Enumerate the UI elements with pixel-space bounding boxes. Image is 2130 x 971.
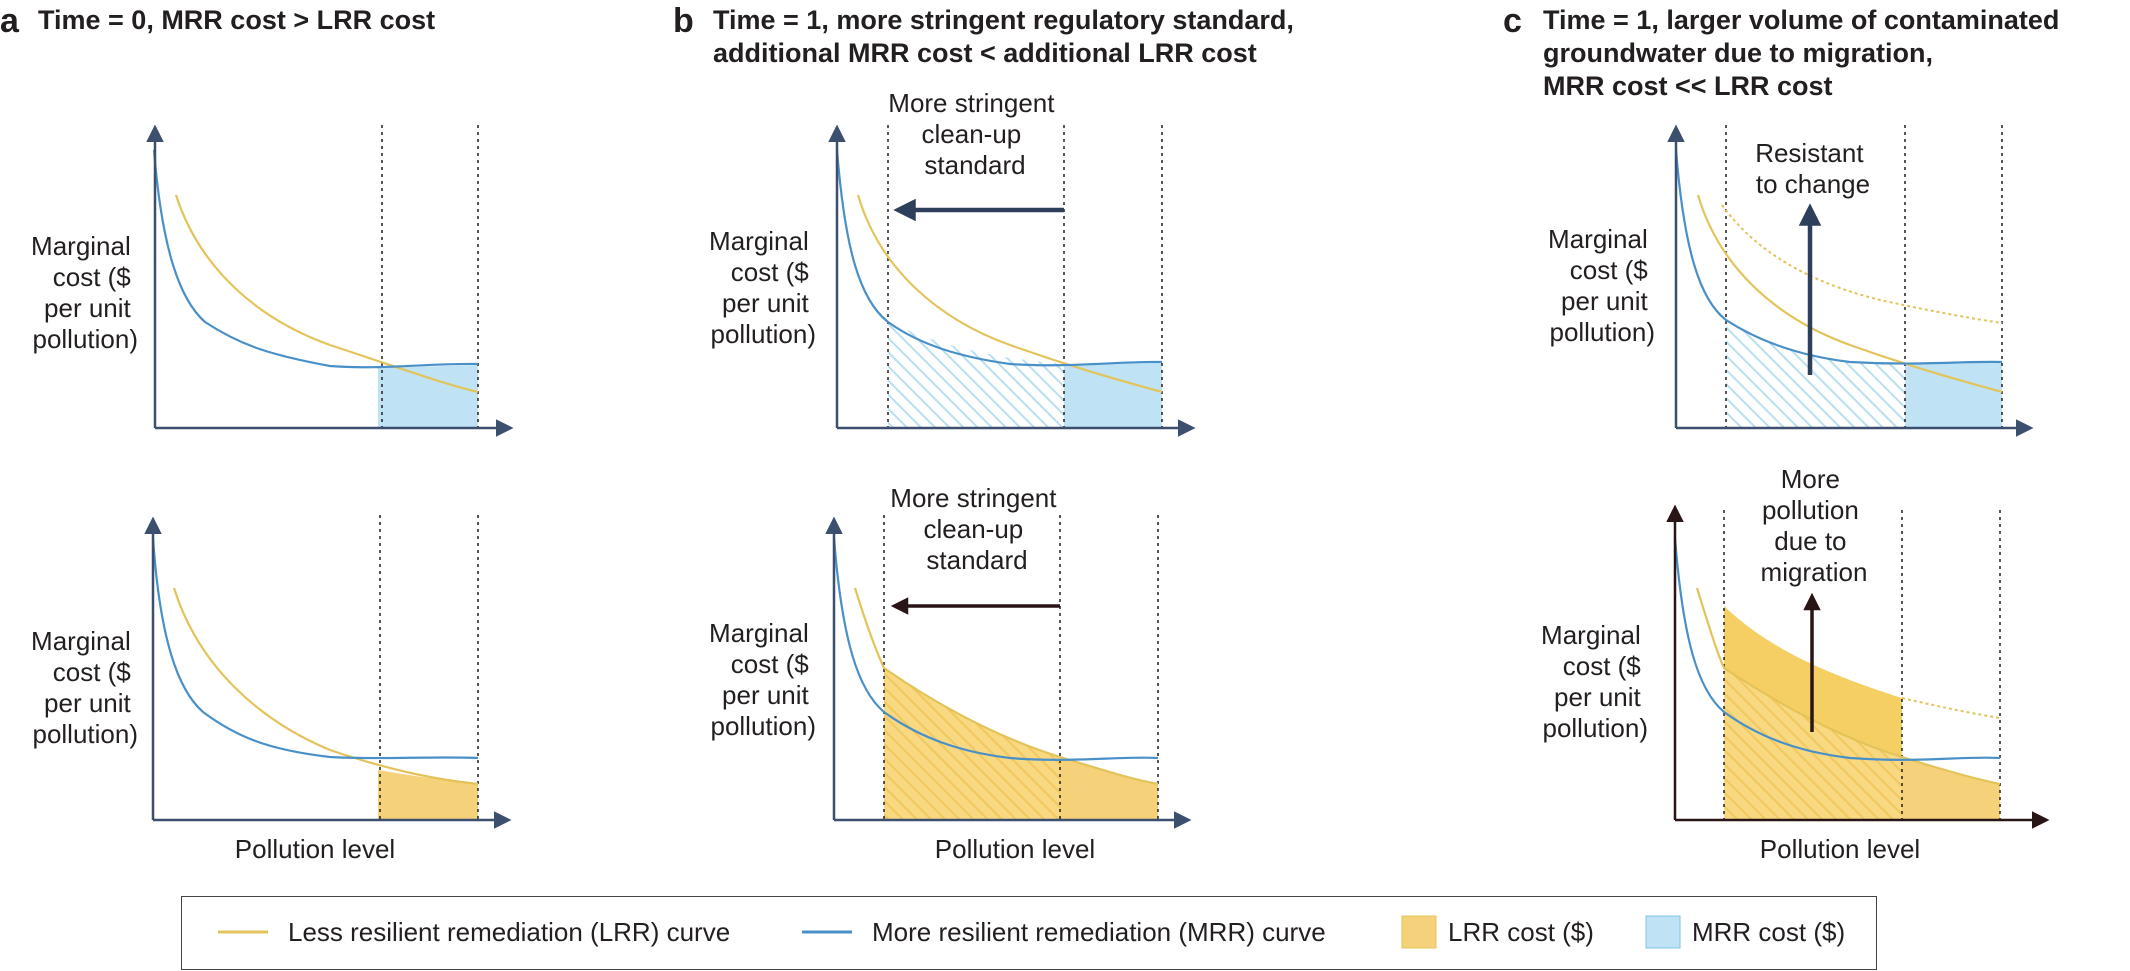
lrr-cost-swatch (1401, 915, 1437, 949)
mrr-curve (835, 149, 1163, 367)
panel-a-bottom-plot: Marginal cost ($ per unit pollution) Pol… (31, 515, 512, 864)
panel-a-title-line: Time = 0, MRR cost > LRR cost (38, 5, 436, 35)
legend: Less resilient remediation (LRR) curve M… (181, 896, 1877, 970)
x-axis-label: Pollution level (935, 834, 1095, 864)
legend-lrr-cost-label: LRR cost ($) (1448, 917, 1594, 947)
additional-mrr-cost-area (888, 322, 1064, 428)
resistant-annotation: Resistant to change (1755, 138, 1871, 199)
legend-lrr-curve-label: Less resilient remediation (LRR) curve (288, 917, 730, 947)
lrr-curve (172, 587, 479, 786)
mrr-cost-swatch (1645, 915, 1681, 949)
panel-c-title-line: MRR cost << LRR cost (1543, 71, 1833, 101)
additional-lrr-cost-area (884, 668, 1060, 820)
migration-annotation: More pollution due to migration (1761, 464, 1868, 587)
panel-b-title: Time = 1, more stringent regulatory stan… (713, 4, 1294, 70)
legend-graphics: Less resilient remediation (LRR) curve M… (218, 915, 1845, 949)
lrr-cost-area (1902, 757, 2000, 820)
y-axis-label: Marginal cost ($ per unit pollution) (31, 626, 138, 749)
mrr-cost-area (1905, 361, 2002, 428)
panel-c-bottom-plot: More pollution due to migration Marginal… (1541, 464, 2050, 864)
mrr-curve (1674, 149, 2003, 365)
lrr-cost-area (1060, 757, 1158, 820)
lrr-cost-area (378, 770, 478, 820)
mrr-curve (832, 537, 1159, 761)
mrr-cost-area (1064, 361, 1162, 428)
x-axis-label: Pollution level (1760, 834, 1920, 864)
lrr-curve (1696, 194, 2003, 394)
y-axis-label: Marginal cost ($ per unit pollution) (1541, 620, 1648, 743)
panel-c-letter: c (1503, 2, 1522, 40)
mrr-cost-area (378, 365, 478, 428)
panel-b-title-line: additional MRR cost < additional LRR cos… (713, 38, 1257, 68)
panel-a-title: Time = 0, MRR cost > LRR cost (38, 4, 435, 37)
y-axis-label: Marginal cost ($ per unit pollution) (709, 618, 816, 741)
lrr-curve (856, 194, 1163, 394)
lrr-curve (174, 194, 479, 394)
additional-mrr-cost-area (1726, 320, 1905, 428)
panel-b-letter: b (673, 2, 694, 40)
lrr-curve (853, 587, 1159, 786)
legend-mrr-cost-label: MRR cost ($) (1692, 917, 1845, 947)
panel-c-title: Time = 1, larger volume of contaminated … (1543, 4, 2059, 103)
panel-c-top-plot: Resistant to change Marginal cost ($ per… (1548, 124, 2034, 437)
standard-annotation: More stringent clean-up standard (888, 88, 1061, 180)
mrr-curve (1673, 537, 2001, 761)
legend-mrr-curve-label: More resilient remediation (MRR) curve (872, 917, 1326, 947)
mrr-curve (152, 149, 479, 369)
standard-annotation: More stringent clean-up standard (890, 483, 1063, 575)
lrr-cost-area (1724, 668, 1902, 820)
panel-b-bottom-plot: More stringent clean-up standard Margina… (709, 483, 1192, 864)
lrr-curve (1695, 587, 2001, 786)
mrr-curve (151, 537, 479, 760)
panel-c-title-line: Time = 1, larger volume of contaminated (1543, 5, 2060, 35)
y-axis-label: Marginal cost ($ per unit pollution) (709, 226, 816, 349)
y-axis-label: Marginal cost ($ per unit pollution) (1548, 224, 1655, 347)
lrr-shifted-curve (1901, 697, 2001, 719)
x-axis-label: Pollution level (235, 834, 395, 864)
panel-c-title-line: groundwater due to migration, (1543, 38, 1933, 68)
panel-b-title-line: Time = 1, more stringent regulatory stan… (713, 5, 1294, 35)
panel-a-letter: a (0, 2, 19, 40)
panel-b-top-plot: More stringent clean-up standard Margina… (709, 88, 1196, 437)
y-axis-label: Marginal cost ($ per unit pollution) (31, 231, 138, 354)
lrr-shifted-curve (1721, 204, 2003, 324)
cost-curves-diagram: Marginal cost ($ per unit pollution) Mar… (31, 88, 2050, 864)
panel-a-top-plot: Marginal cost ($ per unit pollution) (31, 124, 514, 437)
